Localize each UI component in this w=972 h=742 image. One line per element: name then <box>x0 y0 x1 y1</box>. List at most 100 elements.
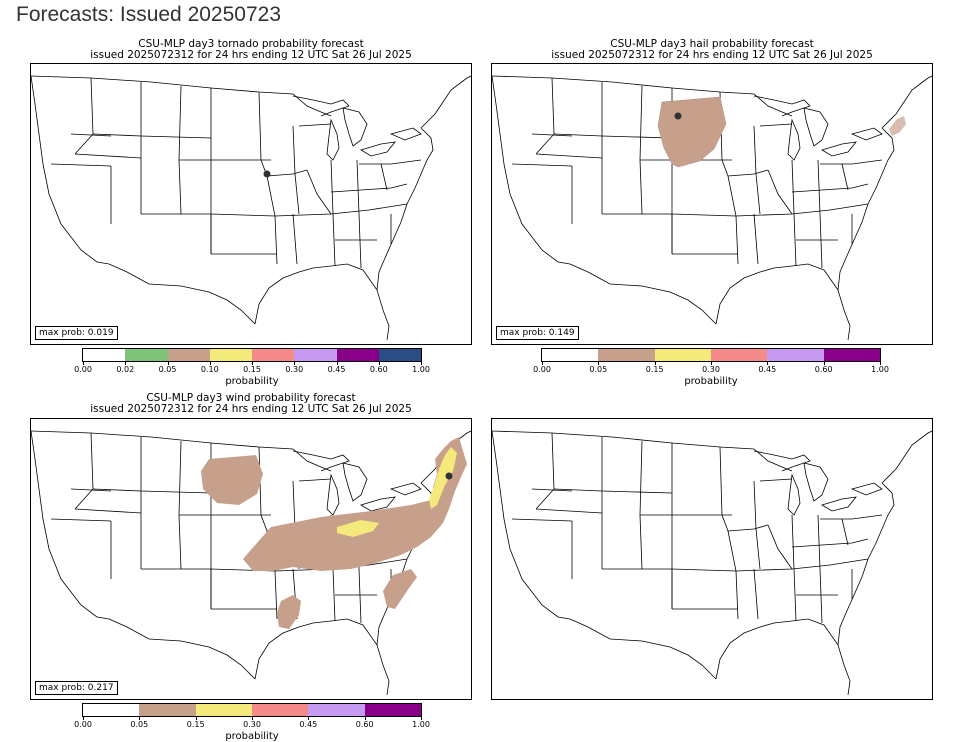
colorbar-tick <box>83 362 84 365</box>
map-boundary-line <box>791 538 869 548</box>
colorbar-segment <box>823 349 880 361</box>
map-boundary-line <box>258 91 278 265</box>
map-boundary-line <box>326 473 340 516</box>
map-boundary-line <box>881 75 932 129</box>
map-boundary-line <box>50 163 112 167</box>
colorbar-tick-label: 0.10 <box>200 365 219 374</box>
colorbar-segment <box>139 704 196 716</box>
map-boundary-line <box>719 446 739 620</box>
map-boundary-line <box>380 518 388 546</box>
map-boundary-line <box>511 163 573 167</box>
max-prob-label: max prob: 0.149 <box>496 326 579 340</box>
map-boundary-line <box>31 430 110 620</box>
colorbar-tick <box>125 362 127 365</box>
map-boundary-line <box>298 478 332 482</box>
blank-panel <box>491 392 933 702</box>
map-boundary-line <box>715 263 839 325</box>
map-boundary-line <box>821 496 857 512</box>
hail-panel: CSU-MLP day3 hail probability forecast i… <box>491 38 933 388</box>
max-prob-label: max prob: 0.217 <box>35 681 118 695</box>
map-boundary-line <box>74 77 94 155</box>
colorbar-tick <box>378 362 380 365</box>
colorbar-tick <box>195 717 197 720</box>
colorbar-segment <box>167 349 210 361</box>
map-boundary-line <box>837 558 869 696</box>
map-boundary-line <box>92 133 142 137</box>
tornado-subtitle: issued 2025072312 for 24 hrs ending 12 U… <box>90 49 412 61</box>
colorbar <box>82 348 422 362</box>
map-boundary-line <box>820 514 883 520</box>
map-boundary-line <box>389 482 422 496</box>
map-boundary-line <box>535 508 603 514</box>
map-boundary-line <box>553 133 603 137</box>
colorbar-tick <box>711 362 712 365</box>
colorbar-tick-label: 0.30 <box>285 365 304 374</box>
map-boundary-line <box>735 558 869 572</box>
map-boundary-line <box>70 133 112 137</box>
colorbar-tick-label: 0.05 <box>589 365 608 374</box>
colorbar <box>82 703 422 717</box>
map-boundary-line <box>292 568 298 620</box>
map-boundary-line <box>535 153 603 159</box>
map-boundary-line <box>274 203 408 217</box>
map-boundary-line <box>141 568 212 609</box>
map-boundary-line <box>671 568 737 572</box>
map-boundary-line <box>360 496 396 512</box>
map-boundary-line <box>274 558 408 572</box>
map-boundary-line <box>360 141 396 157</box>
colorbar-tick-label: 1.00 <box>871 365 889 374</box>
colorbar-segment <box>598 349 655 361</box>
map-boundary-line <box>342 107 368 147</box>
map-boundary-line <box>74 432 94 510</box>
map-boundary-line <box>535 432 555 510</box>
colorbar-segment <box>294 349 337 361</box>
map-boundary-line <box>292 480 300 570</box>
colorbar-tick <box>421 717 422 720</box>
colorbar-segment <box>710 349 768 361</box>
map-boundary-line <box>602 213 673 254</box>
map-boundary-line <box>753 213 759 265</box>
us-basemap <box>492 75 932 341</box>
tornado-map: max prob: 0.019 <box>30 63 472 345</box>
map-boundary-line <box>553 488 603 492</box>
map-boundary-line <box>719 91 739 265</box>
map-boundary-line <box>727 524 769 532</box>
map-boundary-line <box>803 462 829 502</box>
tornado-panel: CSU-MLP day3 tornado probability forecas… <box>30 38 472 388</box>
map-boundary-line <box>420 75 471 129</box>
colorbar-tick <box>336 362 338 365</box>
colorbar <box>541 348 881 362</box>
map-boundary-line <box>787 118 801 161</box>
map-boundary-line <box>140 490 212 494</box>
map-boundary-line <box>535 77 555 155</box>
colorbar-segment <box>125 349 168 361</box>
colorbar-tick-label: 0.00 <box>533 365 551 374</box>
map-boundary-line <box>50 518 112 522</box>
map-boundary-line <box>511 518 573 522</box>
colorbar-tick-label: 0.05 <box>158 365 177 374</box>
map-boundary-line <box>753 125 761 215</box>
wind-title: CSU-MLP day3 wind probability forecast <box>146 392 356 404</box>
map-boundary-line <box>330 538 408 548</box>
map-boundary-line <box>803 107 829 147</box>
map-boundary-line <box>753 95 811 117</box>
map-boundary-line <box>531 488 573 492</box>
colorbar-tick <box>167 362 169 365</box>
map-boundary-line <box>140 135 212 139</box>
map-boundary-line <box>569 618 717 680</box>
map-boundary-line <box>639 440 643 570</box>
map-boundary-line <box>850 127 883 141</box>
hail-title: CSU-MLP day3 hail probability forecast <box>610 38 814 50</box>
colorbar-segment <box>767 349 824 361</box>
colorbar-tick <box>823 362 825 365</box>
colorbar-tick-label: 1.00 <box>412 720 430 729</box>
colorbar-tick-label: 0.00 <box>74 365 92 374</box>
map-boundary-line <box>569 263 717 325</box>
map-boundary-line <box>330 183 408 193</box>
colorbar-tick-label: 0.15 <box>243 365 261 374</box>
map-boundary-line <box>759 123 793 127</box>
wind-map: max prob: 0.217 <box>30 418 472 700</box>
colorbar-tick <box>252 362 253 365</box>
map-boundary-line <box>867 482 895 560</box>
colorbar-label: probability <box>225 376 279 387</box>
